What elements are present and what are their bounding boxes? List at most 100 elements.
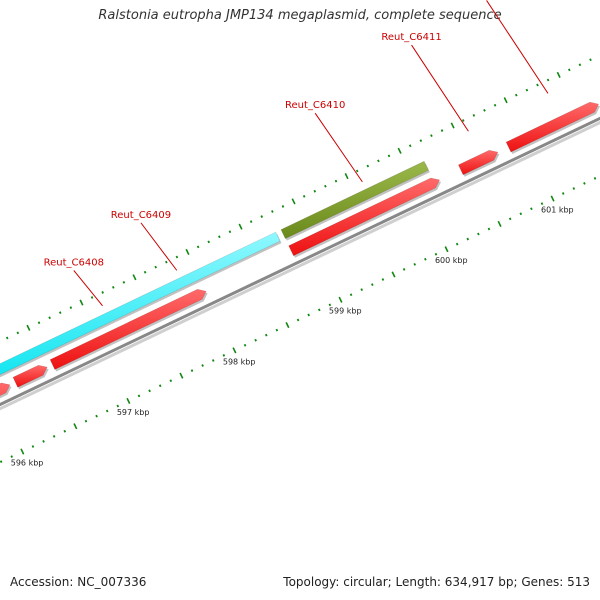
minor-tick <box>5 336 9 340</box>
minor-tick <box>402 268 406 271</box>
major-tick <box>550 195 555 202</box>
minor-tick <box>519 212 523 216</box>
minor-tick <box>137 394 141 398</box>
gene-leader-line <box>411 44 469 132</box>
minor-tick <box>190 369 194 372</box>
minor-tick <box>455 242 459 246</box>
minor-tick <box>218 235 221 239</box>
minor-tick <box>260 215 264 218</box>
minor-tick <box>387 154 391 158</box>
minor-tick <box>243 343 247 347</box>
minor-tick <box>281 205 285 208</box>
minor-tick <box>116 404 120 408</box>
scale-label: 599 kbp <box>329 307 362 316</box>
minor-tick <box>578 63 582 67</box>
minor-tick <box>546 78 550 82</box>
minor-tick <box>313 189 317 193</box>
cds-arrow[interactable] <box>49 288 207 370</box>
minor-tick <box>228 230 232 234</box>
major-tick <box>185 248 190 256</box>
gene-leader-line <box>486 0 549 94</box>
gene-leader-line <box>73 270 103 307</box>
minor-tick <box>324 184 327 188</box>
minor-tick <box>360 288 363 292</box>
minor-tick <box>48 316 51 320</box>
minor-tick <box>90 296 94 299</box>
minor-tick <box>530 207 533 211</box>
minor-tick <box>317 308 321 312</box>
minor-tick <box>307 313 310 317</box>
gene-label[interactable]: Reut_C6411 <box>381 32 441 43</box>
cds-arrow[interactable] <box>0 382 11 446</box>
major-tick <box>132 274 137 281</box>
minor-tick <box>275 328 279 332</box>
minor-tick <box>461 119 465 122</box>
minor-tick <box>154 265 157 269</box>
minor-tick <box>572 187 576 190</box>
minor-tick <box>158 384 162 388</box>
minor-tick <box>175 255 179 259</box>
minor-tick <box>493 103 497 107</box>
minor-tick <box>381 278 385 281</box>
sequence-backbone <box>0 116 600 407</box>
major-tick <box>73 423 78 430</box>
minor-tick <box>466 237 470 241</box>
minor-tick <box>589 58 592 62</box>
minor-tick <box>540 202 544 206</box>
minor-tick <box>302 194 306 198</box>
minor-tick <box>593 176 597 180</box>
minor-tick <box>440 129 444 132</box>
minor-tick <box>377 159 380 163</box>
minor-tick <box>349 293 353 297</box>
minor-tick <box>424 257 427 261</box>
cds-arrow[interactable] <box>505 101 600 153</box>
gene-leader-line <box>576 0 600 48</box>
minor-tick <box>249 220 253 223</box>
major-tick <box>444 246 449 253</box>
gene-label[interactable]: Reut_C6408 <box>44 257 104 268</box>
major-tick <box>497 220 502 227</box>
minor-tick <box>371 283 374 286</box>
minor-tick <box>95 414 98 418</box>
major-tick <box>79 299 84 306</box>
gene-leader-line <box>140 222 178 271</box>
minor-tick <box>31 445 35 448</box>
olive-feature-bar[interactable] <box>280 160 429 239</box>
minor-tick <box>355 169 359 173</box>
scale-label: 596 kbp <box>11 458 44 467</box>
minor-tick <box>514 93 518 97</box>
cds-arrow[interactable] <box>288 177 441 257</box>
minor-tick <box>169 379 173 383</box>
minor-tick <box>111 285 115 289</box>
minor-tick <box>69 306 73 309</box>
accession-text: Accession: NC_007336 <box>10 575 147 589</box>
cyan-feature-bar[interactable] <box>0 231 281 380</box>
major-tick <box>503 97 508 104</box>
minor-tick <box>561 192 565 195</box>
cds-arrow[interactable] <box>12 364 48 388</box>
gene-label[interactable]: Reut_C6409 <box>111 210 171 221</box>
minor-tick <box>264 333 268 337</box>
major-tick <box>391 271 396 278</box>
minor-tick <box>84 419 88 423</box>
minor-tick <box>207 240 211 244</box>
minor-tick <box>366 164 370 168</box>
minor-tick <box>536 83 539 87</box>
scale-label: 597 kbp <box>117 408 150 417</box>
minor-tick <box>334 179 338 183</box>
minor-tick <box>148 389 151 393</box>
minor-tick <box>105 409 109 413</box>
gene-label[interactable]: Reut_C6410 <box>285 100 345 111</box>
minor-tick <box>37 321 41 325</box>
minor-tick <box>271 210 274 213</box>
scale-label: 598 kbp <box>223 357 256 366</box>
major-tick <box>556 71 561 78</box>
major-tick <box>232 347 237 354</box>
topology-summary: Topology: circular; Length: 634,917 bp; … <box>283 575 590 589</box>
major-tick <box>450 122 455 129</box>
minor-tick <box>419 139 423 143</box>
cds-arrow[interactable] <box>458 149 499 176</box>
backbone-shadow <box>0 120 600 411</box>
